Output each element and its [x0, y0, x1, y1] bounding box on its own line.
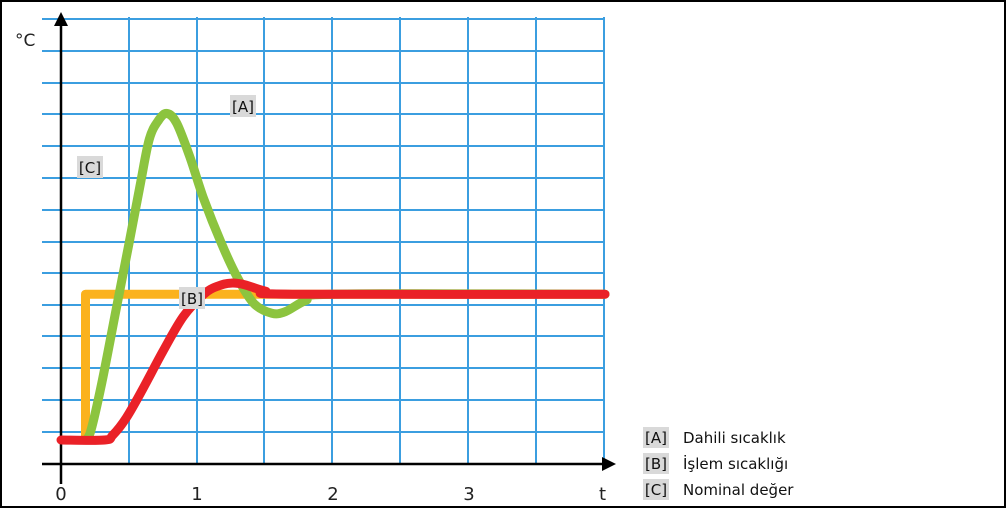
legend-key-background [643, 427, 669, 448]
legend-label: Nominal değer [683, 481, 794, 499]
legend-key: [B] [645, 455, 667, 473]
chart-grid [42, 17, 605, 464]
x-tick-label: 2 [327, 484, 338, 505]
x-axis-arrow-icon [602, 457, 616, 471]
legend-label: İşlem sıcaklığı [683, 454, 788, 473]
series-tag-label: [A] [232, 98, 254, 116]
x-tick-label: 3 [463, 484, 474, 505]
x-tick-label: 1 [191, 484, 202, 505]
legend-key: [C] [645, 481, 667, 499]
legend-key-background [643, 453, 669, 474]
legend-label: Dahili sıcaklık [683, 429, 786, 447]
series-tag-background [77, 156, 103, 178]
series-a-line [80, 108, 610, 445]
legend: [A] Dahili sıcaklık [B] İşlem sıcaklığı [C] N… [643, 427, 794, 500]
series-tag-background [179, 287, 205, 309]
series-tag-background [230, 95, 256, 117]
x-axis-label: t [599, 484, 606, 505]
legend-key: [A] [645, 429, 667, 447]
series-tag-label: [B] [181, 290, 203, 308]
x-tick-labels: 0 1 2 3 [55, 484, 474, 505]
legend-key-background [643, 479, 669, 500]
series-tags: [A] [B] [C] [77, 95, 256, 309]
x-tick-label: 0 [55, 484, 66, 505]
series-tag-label: [C] [79, 159, 101, 177]
y-axis-label: °C [15, 31, 35, 51]
chart-axes [42, 12, 616, 484]
y-axis-arrow-icon [54, 12, 68, 26]
